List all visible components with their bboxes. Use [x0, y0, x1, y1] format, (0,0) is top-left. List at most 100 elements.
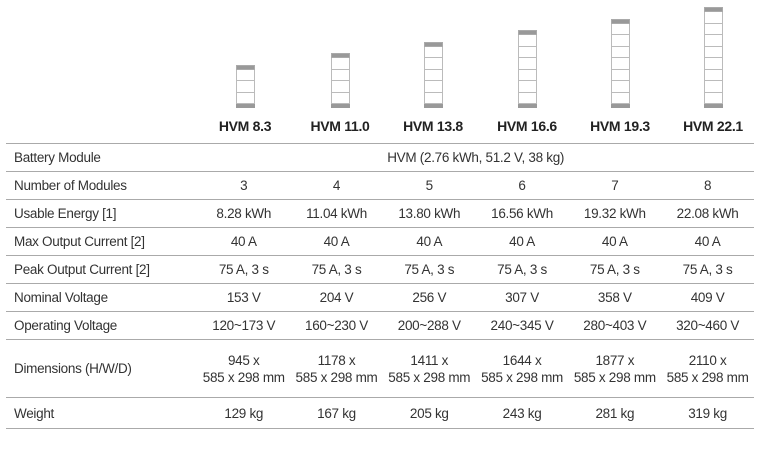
row-label: Max Output Current [2] [6, 227, 198, 256]
cell-value: 307 V [475, 283, 569, 312]
battery-module-block [703, 92, 723, 104]
value-text: 75 A, 3 s [404, 262, 455, 277]
tower-base [703, 104, 723, 108]
battery-module-block [610, 92, 630, 104]
value-text: 204 V [319, 290, 354, 305]
spec-table: Battery Module HVM (2.76 kWh, 51.2 V, 38… [6, 143, 754, 429]
cell-value: 4 [290, 171, 383, 200]
battery-module-block [703, 69, 723, 81]
cell-value: 280~403 V [568, 311, 662, 340]
value-text: 5 [425, 178, 434, 193]
dimension-height: 1411 x [410, 352, 449, 368]
battery-module-block [610, 81, 630, 93]
battery-module-block [423, 46, 443, 58]
battery-module-block [330, 58, 350, 70]
cell-value: 75 A, 3 s [197, 255, 291, 284]
value-text: 40 A [694, 234, 721, 249]
value-text: 160~230 V [305, 318, 368, 333]
cell-value: 281 kg [568, 397, 662, 429]
value-text: 153 V [226, 290, 261, 305]
battery-module-block [235, 92, 255, 104]
cell-value: 8 [661, 171, 754, 200]
cell-value: 40 A [661, 227, 754, 256]
value-text: 40 A [509, 234, 535, 249]
cell-value: 11.04 kWh [290, 199, 383, 228]
dimension-wd: 585 x 298 mm [666, 369, 749, 385]
value-text: 8.28 kWh [216, 206, 272, 221]
cell-value: 75 A, 3 s [382, 255, 476, 284]
battery-tower-icon [330, 53, 350, 108]
row-label: Nominal Voltage [6, 283, 198, 312]
cell-value: 40 A [568, 227, 662, 256]
cell-value: 16.56 kWh [475, 199, 569, 228]
dimension-height: 1178 x [317, 352, 356, 368]
value-text: 40 A [601, 234, 628, 249]
cell-value: 40 A [475, 227, 569, 256]
tower-cap [423, 41, 443, 47]
cell-value: 153 V [197, 283, 291, 312]
battery-tower-illustrations [0, 0, 762, 112]
table-row: Number of Modules 3 4 5 6 7 8 [6, 171, 754, 200]
cell-value: 320~460 V [661, 311, 754, 340]
cell-value: 160~230 V [290, 311, 383, 340]
tower-cap [330, 53, 350, 58]
table-row-dimensions: Dimensions (H/W/D) 945 x 585 x 298 mm 1178 … [6, 339, 754, 398]
cell-value: 129 kg [197, 397, 291, 429]
cell-value: 8.28 kWh [197, 199, 291, 228]
row-label: Peak Output Current [2] [6, 255, 198, 284]
tower-cap [235, 64, 255, 70]
cell-value: 13.80 kWh [382, 199, 476, 228]
value-text: 243 kg [502, 405, 542, 421]
battery-tower-icon [235, 64, 255, 108]
tower-base [423, 104, 443, 108]
table-row: Max Output Current [2] 40 A 40 A 40 A 40 A 40… [6, 227, 754, 256]
dimension-wd: 585 x 298 mm [202, 369, 285, 385]
cell-value: 3 [197, 171, 291, 200]
table-row: Nominal Voltage 153 V 204 V 256 V 307 V 358 V… [6, 283, 754, 312]
cell-value: 120~173 V [197, 311, 291, 340]
cell-value: 75 A, 3 s [290, 255, 383, 284]
value-text: 40 A [230, 234, 257, 249]
cell-value: 204 V [290, 283, 383, 312]
value-text: 319 kg [688, 405, 727, 421]
cell-value: 200~288 V [382, 311, 476, 340]
cell-value: 2110 x 585 x 298 mm [661, 339, 754, 398]
dimension-wd: 585 x 298 mm [388, 369, 471, 385]
cell-value: 75 A, 3 s [475, 255, 569, 284]
dimension-height: 1644 x [502, 352, 542, 368]
cell-value: 167 kg [290, 397, 383, 429]
battery-module-block [610, 58, 630, 70]
value-text: 75 A, 3 s [589, 262, 640, 277]
row-label: Weight [6, 397, 198, 429]
battery-module-block [517, 58, 537, 70]
model-name: HVM 22.1 [683, 118, 743, 134]
cell-value: 240~345 V [475, 311, 569, 340]
model-name: HVM 16.6 [497, 118, 557, 134]
model-name: HVM 19.3 [590, 118, 650, 134]
cell-value: 409 V [661, 283, 754, 312]
dimension-height: 2110 x [688, 352, 727, 368]
value-text: 40 A [323, 234, 350, 249]
cell-value: 19.32 kWh [568, 199, 662, 228]
cell-value: 40 A [382, 227, 476, 256]
battery-module-block [610, 69, 630, 81]
value-text: 320~460 V [676, 318, 740, 333]
value-text: 13.80 kWh [398, 206, 461, 221]
value-text: 16.56 kWh [491, 206, 553, 221]
value-text: 19.32 kWh [583, 206, 646, 221]
cell-value: 1877 x 585 x 298 mm [568, 339, 662, 398]
battery-module-block [330, 69, 350, 81]
tower-base [610, 104, 630, 108]
value-text: 8 [703, 178, 712, 193]
model-name: HVM 8.3 [218, 118, 272, 134]
row-label: Usable Energy [1] [6, 199, 198, 228]
battery-module-block [703, 35, 723, 47]
value-text: 281 kg [595, 405, 635, 421]
battery-module-block [235, 69, 255, 81]
cell-value: 1411 x 585 x 298 mm [382, 339, 476, 398]
table-row-battery-module: Battery Module HVM (2.76 kWh, 51.2 V, 38… [6, 143, 754, 172]
battery-module-block [703, 12, 723, 24]
dimension-wd: 585 x 298 mm [481, 369, 564, 385]
row-label: Battery Module [6, 143, 198, 172]
cell-value: 1178 x 585 x 298 mm [290, 339, 383, 398]
